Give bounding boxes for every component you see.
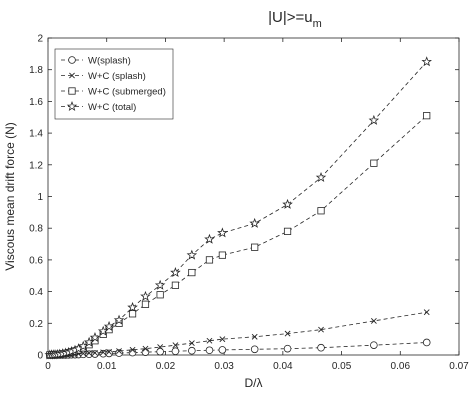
y-tick-label: 0.8 xyxy=(29,224,43,235)
legend: W(splash) W+C (splash) W+C (submerged) W+C … xyxy=(54,48,174,120)
data-point xyxy=(186,249,198,260)
y-tick-label: 1.8 xyxy=(29,65,43,76)
data-point xyxy=(368,114,380,125)
data-point xyxy=(66,100,78,111)
x-axis-label: D/λ xyxy=(245,376,263,390)
data-point xyxy=(206,337,213,344)
data-point xyxy=(156,347,164,356)
data-point xyxy=(116,348,122,354)
legend-label: W+C (total) xyxy=(88,102,136,113)
data-point xyxy=(251,333,258,340)
data-point xyxy=(127,301,138,312)
data-point xyxy=(251,243,259,251)
data-point xyxy=(69,72,75,79)
data-point xyxy=(282,198,293,209)
data-point xyxy=(106,348,112,355)
data-point xyxy=(157,344,164,350)
data-point xyxy=(171,347,180,355)
data-point xyxy=(315,171,327,182)
data-point xyxy=(156,291,164,299)
data-point xyxy=(219,336,226,343)
data-point xyxy=(188,346,196,355)
y-axis-label: Viscous mean drift force (N) xyxy=(3,122,17,271)
data-point xyxy=(204,233,215,244)
y-tick-label: 1.6 xyxy=(29,97,43,108)
data-point xyxy=(421,56,432,67)
data-point xyxy=(423,309,430,316)
data-point xyxy=(141,348,150,356)
data-point xyxy=(68,56,76,64)
x-tick-label: 0.01 xyxy=(97,361,117,372)
data-point xyxy=(172,342,179,349)
y-tick-label: 0 xyxy=(37,351,43,362)
data-point xyxy=(317,207,325,215)
data-point xyxy=(128,310,137,318)
data-point xyxy=(91,350,99,358)
data-point xyxy=(113,314,125,325)
data-point xyxy=(370,341,378,349)
data-point xyxy=(188,340,195,347)
data-point xyxy=(170,267,181,278)
data-point xyxy=(217,227,228,238)
y-tick-label: 0.6 xyxy=(29,255,43,266)
x-tick-label: 0.06 xyxy=(391,361,411,372)
data-point xyxy=(115,349,123,357)
data-point xyxy=(317,343,325,352)
data-point xyxy=(141,300,150,308)
data-point xyxy=(92,349,98,356)
data-point xyxy=(86,350,93,357)
x-tick-label: 0.05 xyxy=(332,361,352,372)
data-point xyxy=(370,159,378,167)
data-series xyxy=(44,56,432,360)
data-point xyxy=(218,251,226,259)
x-tick-label: 0 xyxy=(45,361,51,372)
series-0 xyxy=(45,338,431,359)
data-point xyxy=(100,349,107,356)
data-point xyxy=(218,346,227,354)
data-point xyxy=(105,349,113,358)
data-point xyxy=(142,345,149,352)
y-tick-label: 2 xyxy=(37,34,43,45)
x-tick-label: 0.07 xyxy=(449,361,469,372)
legend-label: W+C (submerged) xyxy=(88,87,166,98)
x-tick-label: 0.02 xyxy=(156,361,176,372)
data-point xyxy=(140,290,151,301)
data-point xyxy=(284,330,291,337)
series-line xyxy=(49,115,427,356)
data-point xyxy=(103,320,115,331)
chart-title: |U|>=um xyxy=(268,9,322,30)
y-tick-label: 0.4 xyxy=(29,287,43,298)
y-tick-label: 1.2 xyxy=(29,160,43,171)
data-point xyxy=(154,279,166,290)
data-point xyxy=(283,227,292,235)
data-point xyxy=(171,281,180,289)
data-point xyxy=(249,217,260,228)
data-point xyxy=(250,345,259,354)
axis-ticks: 0 0.01 0.02 0.03 0.04 0.05 0.06 0.07 0 0.2 0.4 0.6 0… xyxy=(29,34,469,373)
legend-label: W+C (splash) xyxy=(88,71,146,82)
data-point xyxy=(318,326,324,333)
data-point xyxy=(370,318,377,324)
y-tick-label: 1 xyxy=(37,192,43,203)
data-point xyxy=(89,332,101,343)
data-point xyxy=(422,338,431,347)
data-point xyxy=(205,346,214,355)
data-point xyxy=(423,112,431,120)
data-point xyxy=(68,87,76,95)
data-point xyxy=(188,268,196,277)
x-tick-label: 0.04 xyxy=(273,361,293,372)
data-point xyxy=(205,256,214,264)
y-tick-label: 1.4 xyxy=(29,129,43,140)
data-point xyxy=(129,346,136,353)
x-tick-label: 0.03 xyxy=(214,361,234,372)
legend-label: W(splash) xyxy=(88,56,131,67)
series-3 xyxy=(44,56,432,360)
y-tick-label: 0.2 xyxy=(29,319,43,330)
data-point xyxy=(283,344,292,353)
